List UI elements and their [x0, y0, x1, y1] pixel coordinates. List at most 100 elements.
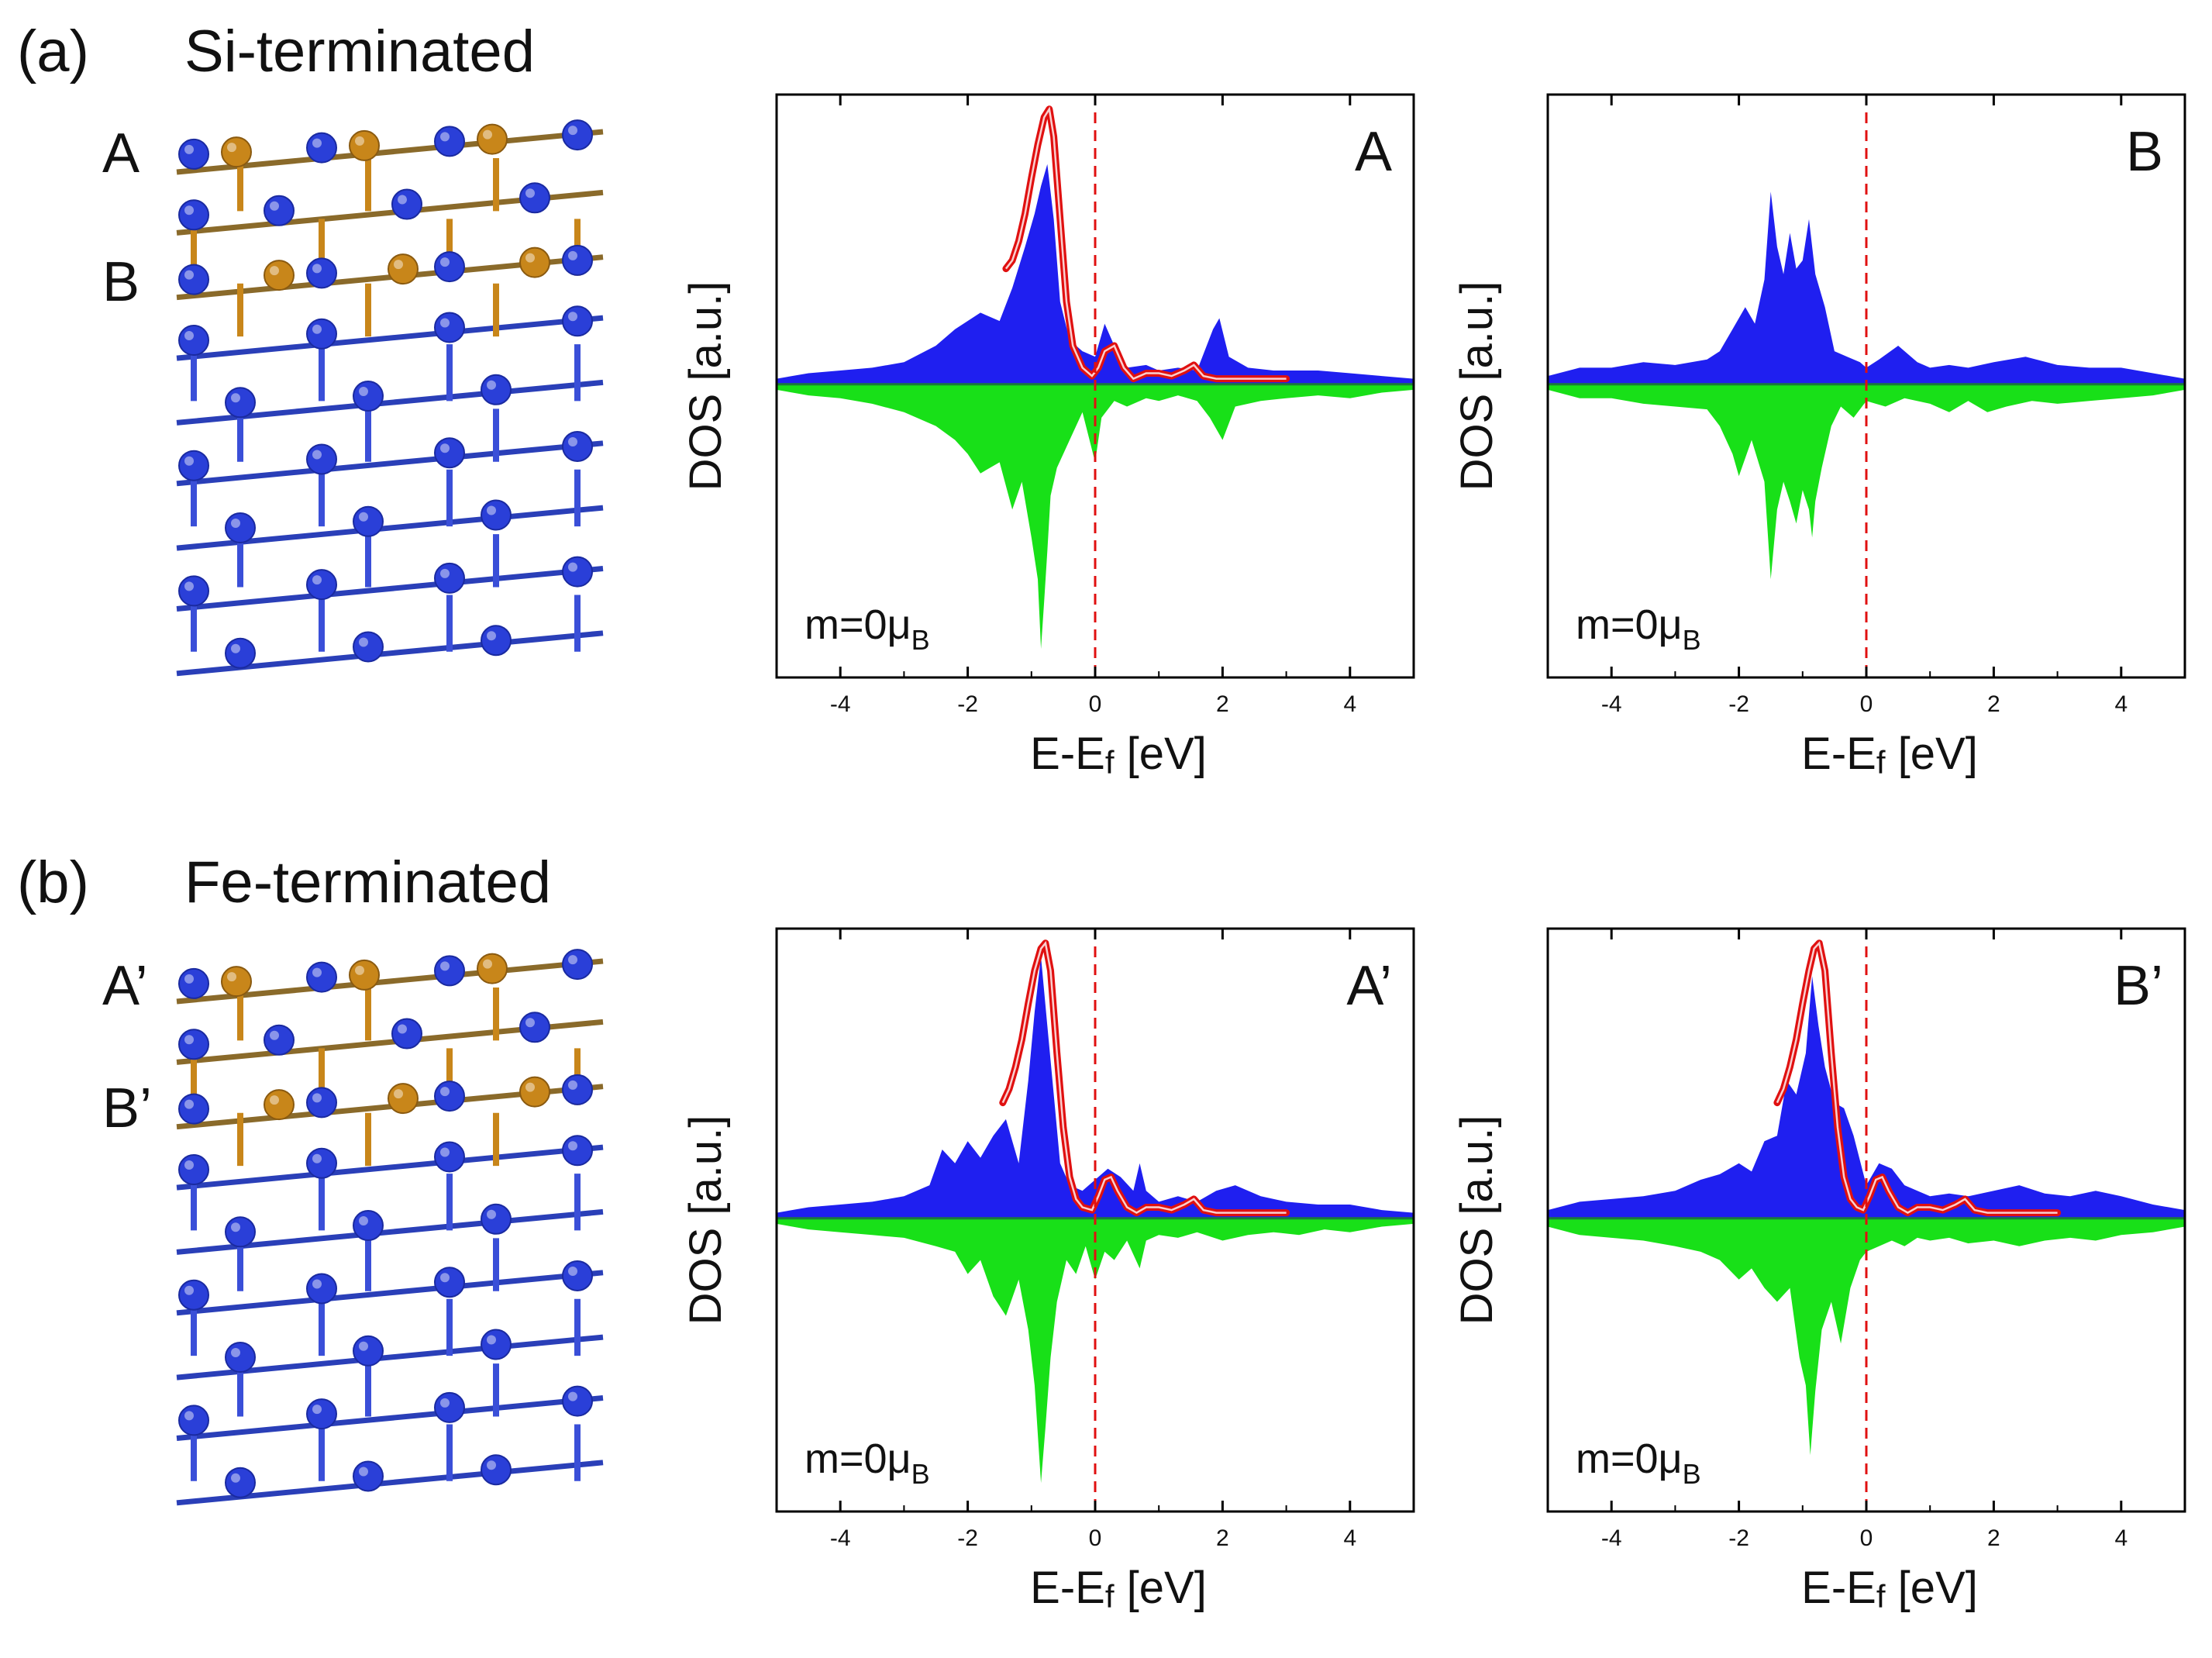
si-atom [225, 637, 256, 669]
atom-highlight [440, 1273, 450, 1283]
si-atom [225, 1467, 256, 1498]
magnetization-label: m=0μB [805, 1436, 930, 1490]
atom-highlight [487, 1209, 496, 1219]
atom-highlight [359, 1341, 368, 1351]
si-atom [562, 1074, 593, 1105]
x-tick-label: 4 [1343, 1525, 1356, 1551]
si-atom [306, 132, 337, 164]
x-tick-label: 2 [1216, 691, 1229, 717]
atom-highlight [394, 1089, 403, 1099]
bond-line [176, 1144, 604, 1191]
fe-atom [519, 246, 550, 278]
atom-highlight [487, 380, 496, 390]
si-atom [178, 1154, 209, 1185]
x-tick-label: -4 [1601, 691, 1622, 717]
fe-atom [477, 953, 508, 984]
atom-highlight [440, 257, 450, 267]
atom-highlight [525, 188, 535, 198]
si-atom [519, 1012, 550, 1043]
atom-highlight [487, 1460, 496, 1470]
atom-highlight [231, 519, 240, 528]
x-tick-label: 4 [2114, 691, 2128, 717]
atom-highlight [359, 1467, 368, 1477]
y-axis-label: DOS [a.u.] [680, 1115, 731, 1325]
si-atom [178, 575, 209, 607]
x-tick-label: 4 [2114, 1525, 2128, 1551]
si-atom [562, 119, 593, 151]
si-atom [562, 1260, 593, 1291]
atom-highlight [568, 436, 577, 446]
si-atom [353, 631, 384, 663]
atom-highlight [270, 1030, 279, 1040]
atom-highlight [525, 1018, 535, 1028]
si-atom [434, 1141, 465, 1173]
atom-highlight [440, 1398, 450, 1408]
x-axis-label: E-Ef [eV] [1030, 729, 1207, 781]
subplot-label: A [1355, 121, 1392, 183]
si-atom [562, 305, 593, 337]
x-tick-label: -2 [1728, 691, 1749, 717]
si-atom [264, 1024, 295, 1056]
x-tick-label: -4 [830, 691, 851, 717]
atom-highlight [231, 1348, 240, 1357]
atom-highlight [312, 450, 322, 460]
layer-label-b-prime: B’ [102, 1077, 152, 1139]
dos-chart-a: -4 -2 0 2 4 Am=0μB E-Ef [eV] DOS [a.u.] [680, 93, 1415, 781]
x-tick-label: 4 [1343, 691, 1356, 717]
bond-line [176, 1270, 604, 1316]
panel-b-label: (b) [17, 850, 89, 915]
atom-highlight [312, 1279, 322, 1289]
si-atom [306, 1273, 337, 1305]
atom-highlight [568, 250, 577, 260]
si-atom [562, 1135, 593, 1167]
dos-chart-a-prime: -4 -2 0 2 4 A’ m=0μB E-Ef [eV] DOS [a.u.] [680, 927, 1415, 1615]
si-atom [562, 244, 593, 276]
atom-highlight [483, 959, 492, 969]
atom-highlight [227, 143, 236, 153]
fit-curve-highlight [1776, 941, 2058, 1215]
atom-highlight [231, 643, 240, 653]
fe-atom [264, 260, 295, 291]
si-atom [391, 188, 422, 220]
x-axis-label: E-Ef [eV] [1801, 1563, 1978, 1615]
atom-highlight [184, 1160, 194, 1170]
si-atom [562, 949, 593, 981]
layer-label-a-prime: A’ [102, 955, 148, 1017]
dos-chart-b: -4 -2 0 2 4 Bm=0μB E-Ef [eV] DOS [a.u.] [1452, 93, 2186, 781]
atom-highlight [440, 1087, 450, 1097]
fe-atom [221, 136, 252, 168]
atom-highlight [184, 270, 194, 280]
x-tick-label: -2 [957, 1525, 978, 1551]
si-atom [562, 430, 593, 462]
y-axis-label: DOS [a.u.] [1452, 281, 1502, 491]
atom-highlight [398, 1024, 407, 1034]
atom-highlight [184, 331, 194, 340]
y-axis-label: DOS [a.u.] [1452, 1115, 1502, 1325]
si-terminated-structure [176, 119, 604, 677]
x-tick-label: 0 [1860, 1525, 1873, 1551]
magnetization-label: m=0μB [1576, 601, 1701, 656]
bond-line [176, 315, 604, 361]
atom-highlight [312, 1093, 322, 1103]
si-atom [306, 257, 337, 289]
si-atom [178, 450, 209, 481]
si-atom [353, 1460, 384, 1492]
si-atom [434, 955, 465, 987]
si-atom [178, 1029, 209, 1060]
layer-label-a: A [102, 122, 140, 184]
si-atom [434, 562, 465, 594]
bond-line [176, 1395, 604, 1441]
atom-highlight [355, 965, 364, 975]
si-atom [178, 1405, 209, 1436]
magnetization-label: m=0μB [805, 601, 930, 656]
si-atom [178, 264, 209, 295]
si-atom [306, 1087, 337, 1119]
si-atom [225, 512, 256, 543]
si-atom [178, 1279, 209, 1311]
x-tick-label: -2 [957, 691, 978, 717]
si-atom [434, 437, 465, 469]
fe-atom [477, 123, 508, 155]
subplot-label: B’ [2114, 955, 2163, 1017]
atom-highlight [359, 1216, 368, 1226]
